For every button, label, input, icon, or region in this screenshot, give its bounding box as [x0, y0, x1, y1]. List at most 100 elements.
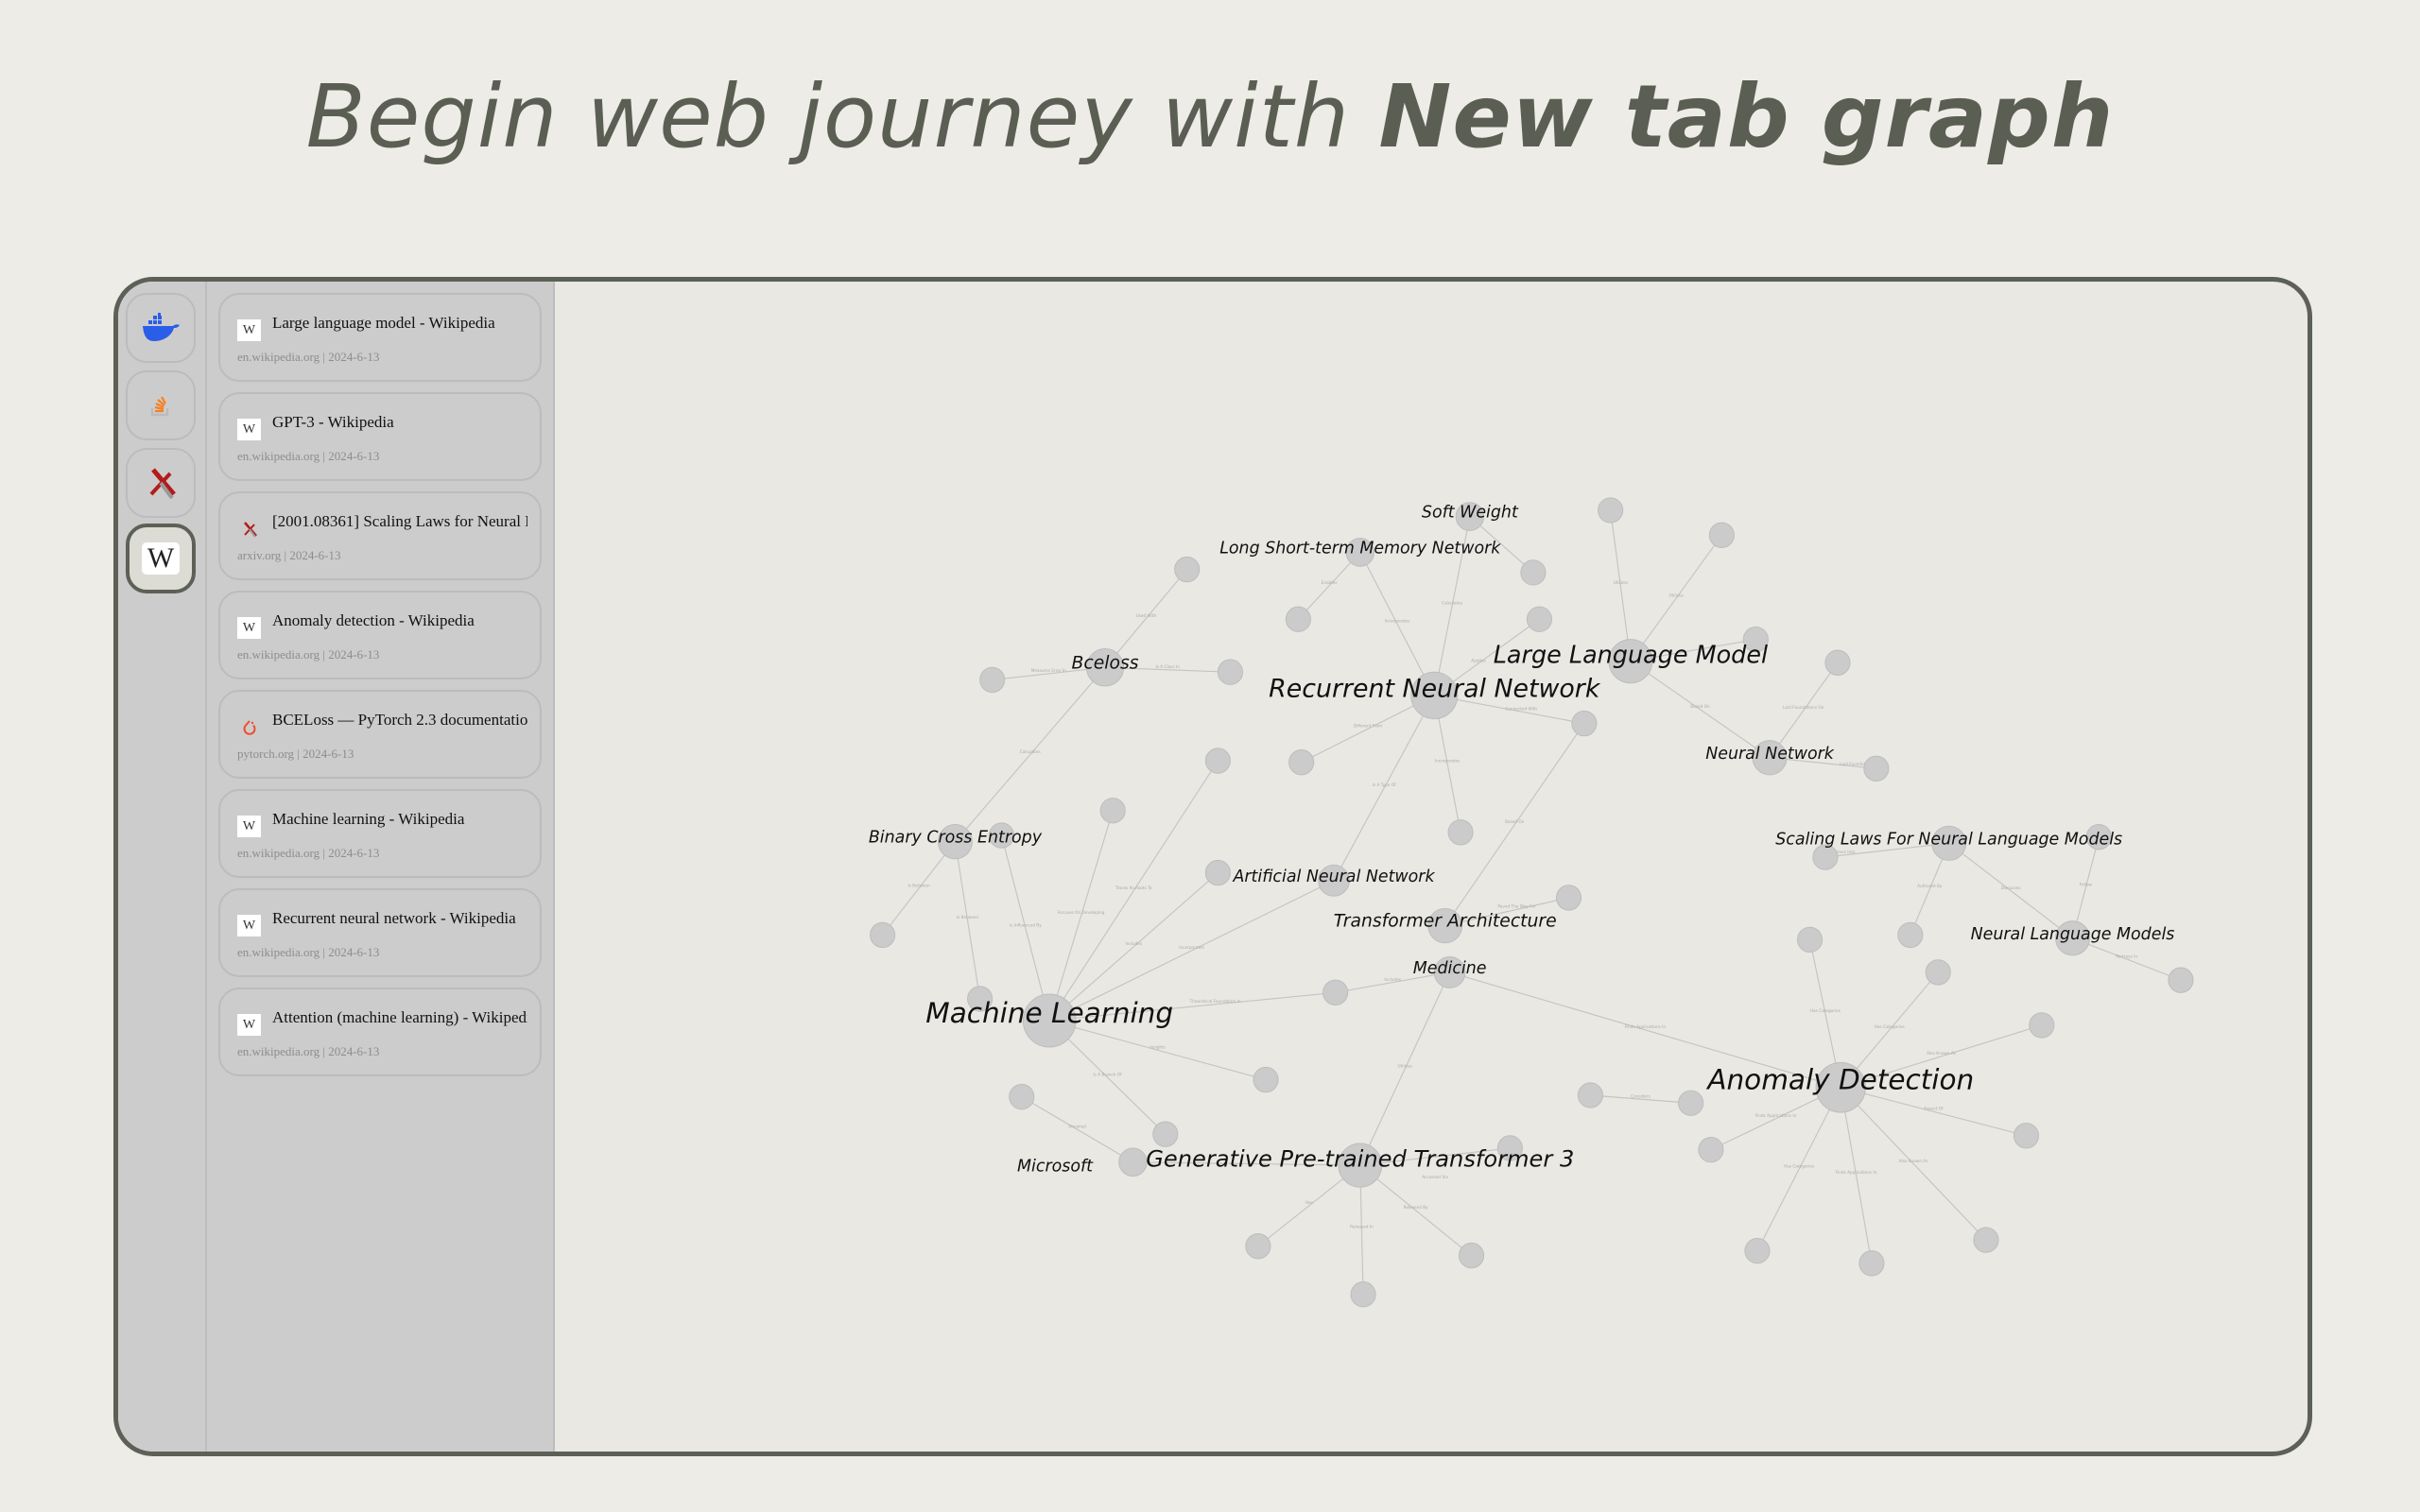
graph-node[interactable]	[1897, 921, 1924, 949]
history-item[interactable]: W Anomaly detection - Wikipedia en.wikip…	[218, 591, 542, 679]
node-label[interactable]: Large Language Model	[1494, 641, 1768, 669]
graph-node[interactable]	[988, 822, 1015, 849]
graph-node[interactable]	[1555, 885, 1582, 911]
node-label[interactable]: Bceloss	[1072, 653, 1139, 673]
graph-node[interactable]	[1085, 648, 1125, 687]
graph-node[interactable]	[937, 824, 973, 860]
graph-node[interactable]	[1022, 993, 1077, 1048]
graph-node[interactable]	[1973, 1227, 1999, 1253]
graph-node[interactable]	[1350, 1281, 1376, 1308]
knowledge-graph[interactable]: Enables Incorporates Calculates Applies Conn…	[555, 282, 2308, 1452]
graph-node[interactable]	[1288, 749, 1315, 776]
graph-node[interactable]	[1427, 907, 1463, 944]
node-label[interactable]: Transformer Architecture	[1334, 912, 1557, 932]
history-item[interactable]: W Attention (machine learning) - Wikiped…	[218, 988, 542, 1076]
node-label[interactable]: Binary Cross Entropy	[869, 829, 1043, 848]
graph-node[interactable]	[1345, 538, 1374, 567]
node-label[interactable]: Machine Learning	[925, 997, 1173, 1029]
edges: Enables Incorporates Calculates Applies Conn…	[882, 509, 2182, 1295]
node-label[interactable]: Scaling Laws For Neural Language Models	[1775, 830, 2122, 849]
graph-node[interactable]	[1174, 556, 1201, 583]
graph-node[interactable]	[1925, 959, 1951, 986]
graph-node[interactable]	[1526, 606, 1553, 632]
graph-node[interactable]	[1410, 671, 1459, 720]
graph-node[interactable]	[2029, 1012, 2055, 1039]
graph-node[interactable]	[1009, 1083, 1035, 1110]
graph-node[interactable]	[1496, 1135, 1523, 1161]
graph-node[interactable]	[1204, 859, 1231, 886]
knowledge-graph-canvas[interactable]: Enables Incorporates Calculates Applies Conn…	[555, 282, 2308, 1452]
node-label[interactable]: Anomaly Detection	[1705, 1063, 1974, 1095]
node-label[interactable]: Neural Network	[1705, 745, 1835, 764]
graph-node[interactable]	[1742, 626, 1769, 653]
node-label[interactable]: Medicine	[1413, 959, 1487, 978]
graph-node[interactable]	[1708, 522, 1735, 549]
graph-node[interactable]	[1812, 844, 1839, 870]
graph-node[interactable]	[1678, 1090, 1704, 1116]
graph-node[interactable]	[1571, 710, 1598, 737]
history-item[interactable]: [2001.08361] Scaling Laws for Neural Lan…	[218, 491, 542, 580]
node-label[interactable]: Artificial Neural Network	[1232, 868, 1435, 886]
graph-node[interactable]	[1322, 979, 1349, 1006]
graph-node[interactable]	[870, 921, 896, 949]
edge-label: Enables	[1322, 580, 1338, 586]
graph-node[interactable]	[1433, 955, 1466, 988]
site-filter-docker[interactable]	[126, 293, 196, 363]
graph-node[interactable]	[1577, 1082, 1603, 1108]
graph-node[interactable]	[1204, 747, 1231, 774]
graph-node[interactable]	[1447, 819, 1474, 846]
edge-label: Is Between	[957, 915, 979, 920]
graph-node[interactable]	[1598, 497, 1624, 524]
history-item-title: Anomaly detection - Wikipedia	[272, 611, 475, 629]
node-label[interactable]: Soft Weight	[1422, 504, 1519, 523]
graph-node[interactable]	[1455, 502, 1485, 531]
graph-node[interactable]	[1253, 1066, 1279, 1093]
graph-edge	[1824, 842, 1949, 858]
graph-node[interactable]	[1099, 798, 1126, 824]
node-label[interactable]: Neural Language Models	[1971, 925, 2175, 944]
site-filter-arxiv[interactable]	[126, 448, 196, 518]
graph-node[interactable]	[1152, 1121, 1179, 1147]
graph-node[interactable]	[1863, 755, 1890, 782]
graph-node[interactable]	[1858, 1250, 1885, 1277]
graph-node[interactable]	[2013, 1123, 2040, 1149]
node-label[interactable]: Microsoft	[1017, 1158, 1094, 1177]
history-item[interactable]: W Large language model - Wikipedia en.wi…	[218, 293, 542, 382]
graph-node[interactable]	[1744, 1237, 1771, 1264]
graph-edge	[1590, 1094, 1691, 1104]
graph-node[interactable]	[1815, 1061, 1866, 1113]
graph-node[interactable]	[967, 986, 994, 1012]
graph-node[interactable]	[1931, 825, 1967, 861]
graph-node[interactable]	[1458, 1242, 1485, 1269]
edge-label: Is Between	[908, 883, 930, 888]
graph-node[interactable]	[1217, 659, 1244, 685]
graph-node[interactable]	[2085, 824, 2112, 850]
graph-edge	[954, 841, 981, 1000]
graph-node[interactable]	[1752, 740, 1788, 776]
graph-node[interactable]	[979, 666, 1006, 694]
history-item[interactable]: W Recurrent neural network - Wikipedia e…	[218, 888, 542, 977]
graph-node[interactable]	[1520, 559, 1547, 586]
graph-node[interactable]	[2055, 920, 2090, 956]
edge-label: Laid Foundations For	[1783, 705, 1824, 711]
graph-node[interactable]	[1318, 864, 1350, 897]
graph-node[interactable]	[1118, 1147, 1148, 1177]
history-item[interactable]: W GPT-3 - Wikipedia en.wikipedia.org | 2…	[218, 392, 542, 481]
graph-node[interactable]	[2168, 967, 2194, 993]
graph-node[interactable]	[1824, 649, 1851, 677]
graph-node[interactable]	[1608, 639, 1653, 684]
node-label[interactable]: Generative Pre-trained Transformer 3	[1146, 1145, 1574, 1172]
graph-node[interactable]	[1245, 1233, 1271, 1260]
history-item[interactable]: W Machine learning - Wikipedia en.wikipe…	[218, 789, 542, 878]
node-label[interactable]: Recurrent Neural Network	[1269, 674, 1601, 703]
graph-node[interactable]	[1796, 926, 1824, 954]
site-filter-wikipedia[interactable]: W	[126, 524, 196, 593]
graph-edge	[955, 666, 1106, 843]
graph-node[interactable]	[1338, 1143, 1383, 1188]
graph-edge	[1841, 1087, 2027, 1137]
node-label[interactable]: Long Short-term Memory Network	[1219, 539, 1501, 558]
graph-node[interactable]	[1698, 1136, 1724, 1163]
graph-node[interactable]	[1285, 606, 1311, 632]
site-filter-stackoverflow[interactable]	[126, 370, 196, 440]
history-item[interactable]: BCELoss — PyTorch 2.3 documentation pyto…	[218, 690, 542, 779]
